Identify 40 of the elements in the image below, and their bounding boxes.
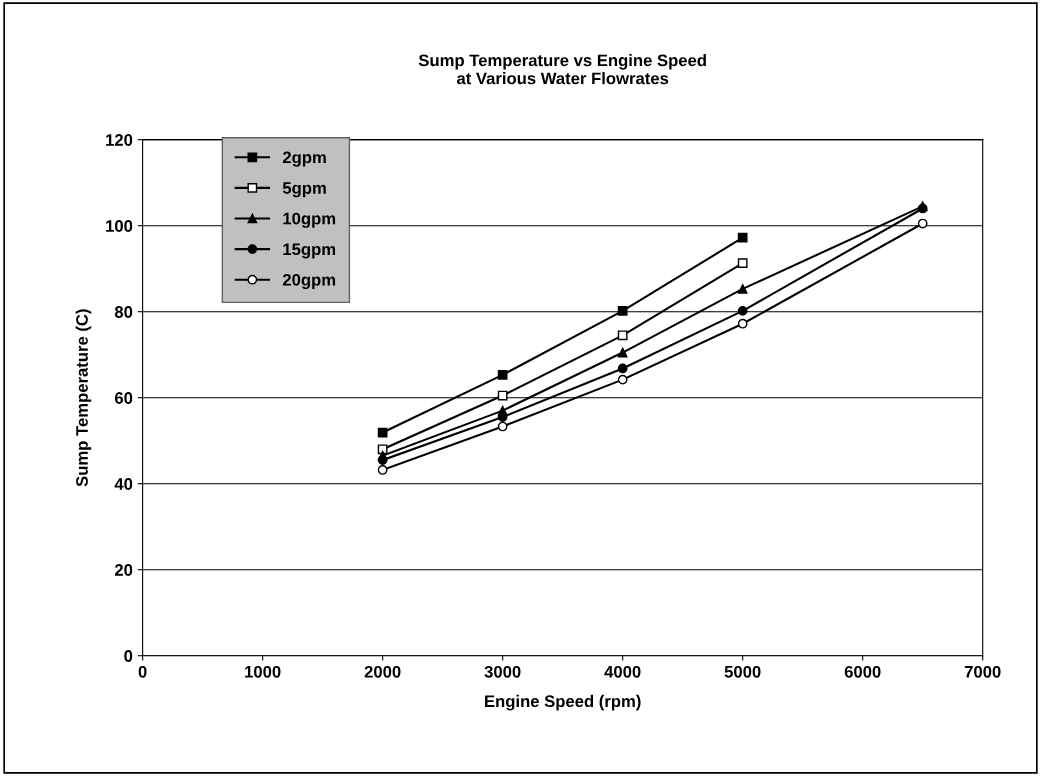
y-tick-label: 60: [114, 392, 133, 404]
point: [617, 305, 628, 316]
point: [497, 421, 508, 432]
x-tick-label: 1000: [245, 665, 281, 678]
legend-label: 20gpm: [282, 273, 336, 290]
x-tick-label: 6000: [844, 665, 881, 678]
point: [497, 370, 508, 380]
x-tick-label: 2000: [364, 665, 401, 678]
point: [737, 232, 748, 243]
y-tick-label: 20: [114, 564, 133, 576]
point: [617, 374, 628, 385]
point: [917, 218, 928, 229]
x-tick-label: 5000: [724, 665, 761, 678]
point: [377, 455, 388, 465]
y-tick-label: 80: [114, 306, 133, 318]
point: [737, 258, 748, 268]
point: [737, 318, 748, 329]
y-axis-title: Sump Temperature (C): [75, 309, 92, 487]
point: [617, 347, 628, 358]
legend-label: 10gpm: [283, 212, 336, 228]
legend-label: 2gpm: [282, 151, 326, 167]
point: [737, 284, 748, 294]
point: [737, 305, 748, 316]
y-tick-label: 40: [114, 478, 133, 490]
legend-label: 5gpm: [282, 182, 326, 198]
point: [617, 363, 628, 374]
point: [497, 390, 508, 401]
x-tick-label: 7000: [964, 665, 1001, 678]
point: [377, 465, 388, 475]
x-tick-label: 4000: [604, 665, 641, 678]
y-tick-label: 100: [106, 220, 133, 232]
point: [617, 330, 628, 341]
chart-title: Sump Temperature vs Engine Speed at Various Water Flowrates: [418, 54, 706, 85]
y-tick-label: 0: [124, 650, 133, 662]
point: [377, 427, 388, 438]
x-tick-label: 3000: [484, 665, 521, 678]
x-axis-title: Engine Speed (rpm): [485, 694, 641, 711]
legend-label: 15gpm: [283, 243, 336, 259]
y-tick-label: 120: [106, 134, 133, 146]
x-tick-label: 0: [138, 665, 147, 678]
